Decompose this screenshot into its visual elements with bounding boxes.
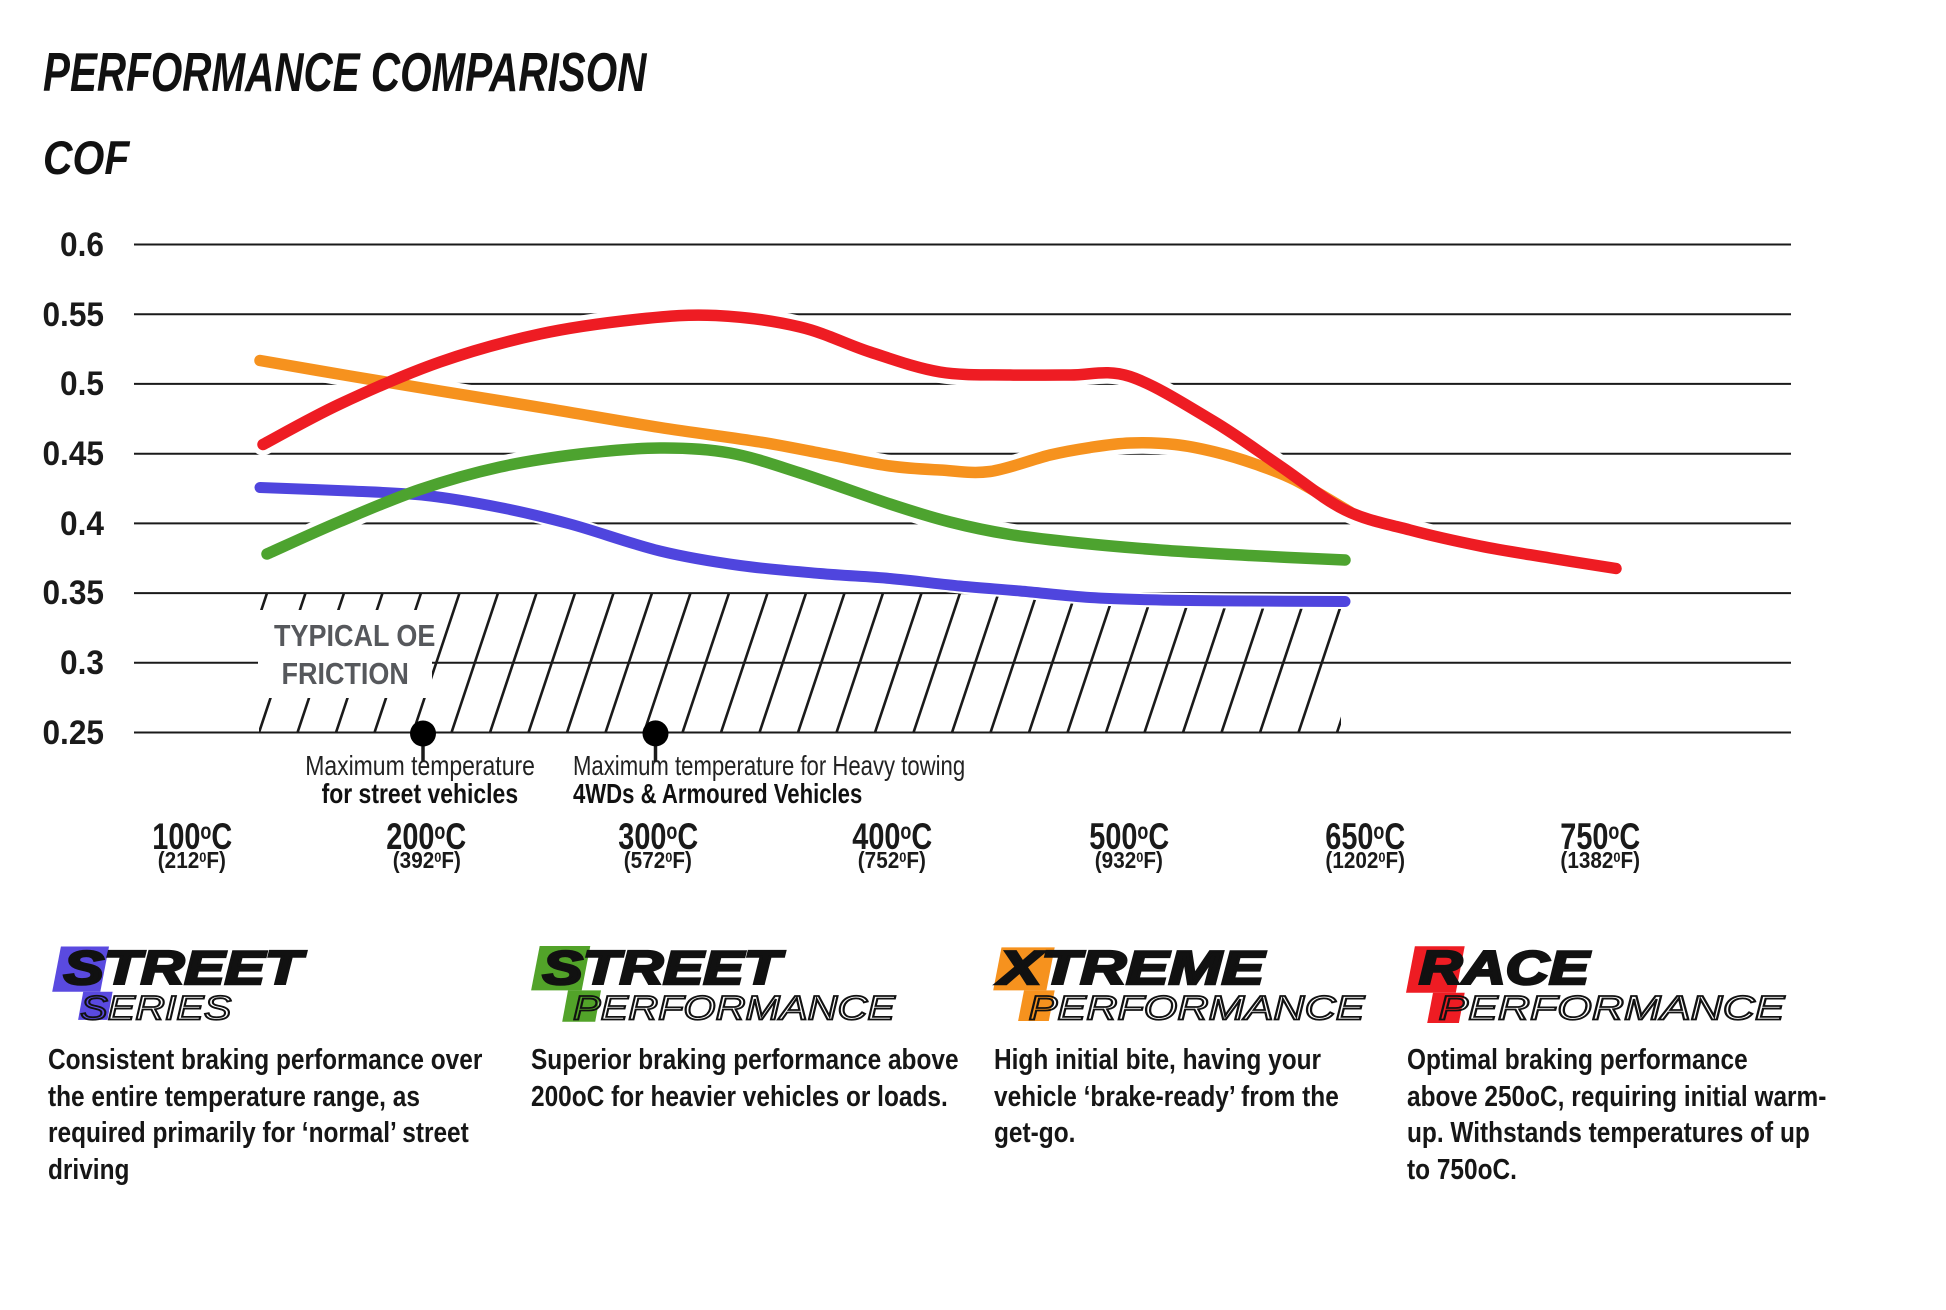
svg-text:XTREME: XTREME bbox=[995, 941, 1266, 994]
svg-text:PERFORMANCE: PERFORMANCE bbox=[573, 990, 895, 1028]
svg-text:RACE: RACE bbox=[1419, 941, 1591, 994]
svg-text:SERIES: SERIES bbox=[80, 990, 231, 1028]
svg-text:STREET: STREET bbox=[543, 941, 786, 994]
svg-text:STREET: STREET bbox=[64, 941, 307, 994]
svg-text:PERFORMANCE: PERFORMANCE bbox=[1029, 990, 1365, 1028]
svg-text:PERFORMANCE: PERFORMANCE bbox=[1439, 990, 1785, 1028]
